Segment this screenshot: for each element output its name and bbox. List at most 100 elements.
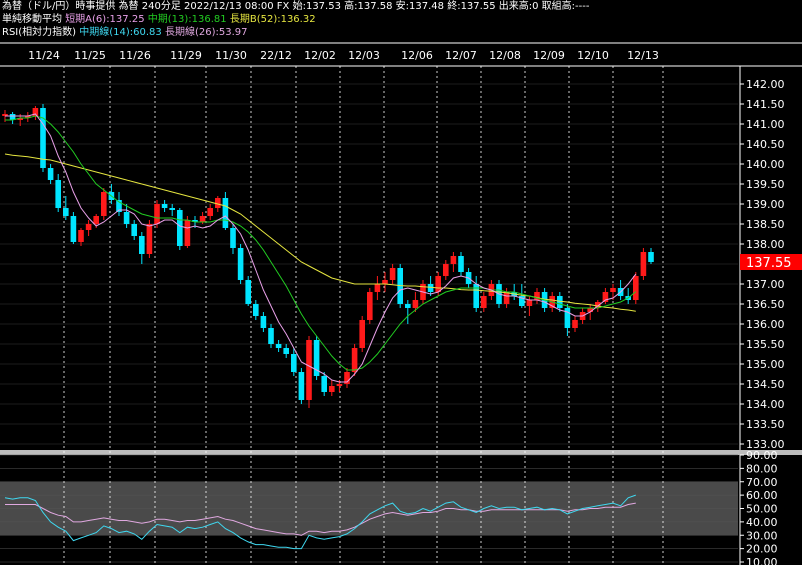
candle-body	[2, 114, 8, 116]
candle-body	[595, 302, 601, 308]
candle-body	[9, 114, 16, 120]
candle-body	[101, 192, 107, 216]
y-tick-label: 139.50	[746, 178, 785, 191]
candle-body	[230, 228, 236, 248]
y-tick-label: 137.00	[746, 278, 785, 291]
candle-body	[47, 168, 54, 180]
pane-divider	[0, 450, 802, 455]
ma-long-legend: 長期B(52):136.32	[229, 14, 316, 25]
x-tick-label: 11/25	[74, 49, 106, 62]
candle-body	[169, 208, 175, 210]
y-tick-label: 133.50	[746, 418, 785, 431]
rsi-y-tick-label: 50.00	[746, 503, 778, 516]
y-tick-label: 136.00	[746, 318, 785, 331]
candle-body	[146, 224, 153, 254]
y-tick-label: 134.50	[746, 378, 785, 391]
candle-body	[40, 108, 46, 168]
candle-body	[458, 256, 464, 272]
candle-body	[192, 220, 198, 222]
x-tick-label: 12/02	[304, 49, 336, 62]
ma-legend-label: 単純移動平均	[2, 14, 62, 25]
x-tick-label: 11/29	[170, 49, 202, 62]
candle-body	[245, 280, 251, 304]
candle-body	[389, 268, 396, 280]
rsi-y-tick-label: 90.00	[746, 449, 778, 462]
candle-body	[253, 304, 259, 316]
candle-body	[473, 284, 479, 308]
header-rsi-line: RSI(相対力指数) 中期線(14):60.83 長期線(26):53.97	[2, 26, 248, 39]
candle-body	[344, 372, 350, 384]
candle-body	[374, 284, 381, 292]
candle-body	[336, 384, 343, 386]
x-tick-label: 12/09	[533, 49, 565, 62]
x-tick-label: 12/13	[627, 49, 659, 62]
candle-body	[587, 308, 593, 312]
y-tick-label: 133.00	[746, 438, 785, 451]
candle-body	[503, 292, 510, 304]
candle-body	[63, 208, 69, 216]
candle-body	[557, 296, 563, 308]
x-tick-label: 12/03	[348, 49, 380, 62]
candle-body	[70, 216, 77, 242]
candle-body	[25, 116, 31, 118]
y-tick-label: 134.00	[746, 398, 785, 411]
candle-body	[268, 328, 274, 344]
candle-body	[161, 204, 168, 208]
rsi-y-tick-label: 30.00	[746, 529, 778, 542]
last-price-label: 137.55	[746, 256, 792, 271]
candle-body	[222, 198, 229, 228]
candle-body	[298, 372, 305, 400]
candle-body	[116, 200, 122, 212]
ma-mid-legend: 中期(13):136.81	[147, 14, 227, 25]
candle-body	[93, 216, 99, 224]
rsi-long-line	[5, 502, 636, 536]
candle-body	[367, 292, 373, 320]
candle-body	[55, 180, 61, 208]
x-tick-label: 11/24	[28, 49, 60, 62]
rsi-mid-legend: 中期線(14):60.83	[79, 27, 162, 38]
rsi-y-tick-label: 60.00	[746, 489, 778, 502]
y-tick-label: 140.00	[746, 158, 785, 171]
y-tick-label: 135.50	[746, 338, 785, 351]
rsi-legend-label: RSI(相対力指数)	[2, 27, 77, 38]
candle-body	[427, 284, 434, 292]
candle-body	[215, 198, 221, 208]
x-tick-label: 11/26	[119, 49, 151, 62]
candle-body	[648, 252, 654, 262]
y-tick-label: 139.00	[746, 198, 785, 211]
candle-body	[610, 288, 616, 292]
candle-body	[519, 296, 525, 306]
ma-mid-line	[5, 115, 637, 371]
header-ma-line: 単純移動平均 短期A(6):137.25 中期(13):136.81 長期B(5…	[2, 13, 316, 26]
candle-body	[177, 210, 183, 246]
candle-body	[17, 118, 23, 120]
candle-body	[237, 248, 244, 280]
rsi-y-tick-label: 70.00	[746, 476, 778, 489]
ma-long-line	[4, 153, 636, 312]
y-tick-label: 141.50	[746, 98, 785, 111]
candle-body	[572, 320, 578, 328]
candle-body	[359, 320, 365, 348]
header-ohlc-line: 為替（ドル/円）時事提供 為替 240分足 2022/12/13 08:00 F…	[2, 0, 589, 13]
candle-body	[123, 212, 130, 224]
rsi-y-tick-label: 40.00	[746, 516, 778, 529]
x-tick-label: 12/06	[401, 49, 433, 62]
candle-body	[78, 230, 84, 242]
candle-body	[564, 308, 571, 328]
candle-body	[534, 292, 540, 300]
candle-body	[207, 208, 213, 216]
rsi-y-tick-label: 80.00	[746, 462, 778, 475]
candle-body	[131, 224, 137, 236]
candle-body	[321, 376, 327, 392]
candle-body	[306, 340, 312, 400]
y-tick-label: 140.50	[746, 138, 785, 151]
candle-body	[450, 256, 457, 264]
y-tick-label: 135.00	[746, 358, 785, 371]
x-tick-label: 22/12	[260, 49, 292, 62]
candle-body	[283, 348, 289, 354]
candle-body	[382, 280, 388, 284]
candle-body	[435, 276, 441, 292]
candle-body	[199, 216, 206, 222]
y-tick-label: 136.50	[746, 298, 785, 311]
